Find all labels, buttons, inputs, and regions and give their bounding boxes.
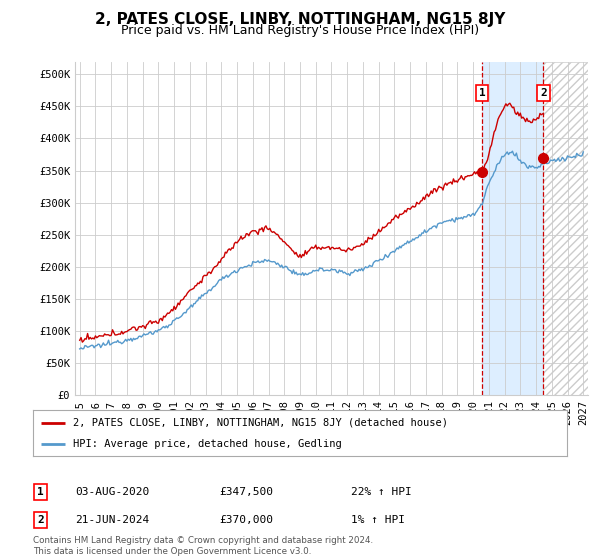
- Text: 22% ↑ HPI: 22% ↑ HPI: [351, 487, 412, 497]
- Text: Contains HM Land Registry data © Crown copyright and database right 2024.
This d: Contains HM Land Registry data © Crown c…: [33, 536, 373, 556]
- Text: 21-JUN-2024: 21-JUN-2024: [75, 515, 149, 525]
- Bar: [482, 62, 544, 395]
- Bar: [544, 62, 588, 395]
- Text: 2: 2: [37, 515, 44, 525]
- Text: HPI: Average price, detached house, Gedling: HPI: Average price, detached house, Gedl…: [73, 439, 342, 449]
- Text: 2, PATES CLOSE, LINBY, NOTTINGHAM, NG15 8JY: 2, PATES CLOSE, LINBY, NOTTINGHAM, NG15 …: [95, 12, 505, 27]
- Text: £347,500: £347,500: [219, 487, 273, 497]
- Text: 1: 1: [479, 88, 485, 98]
- Text: Price paid vs. HM Land Registry's House Price Index (HPI): Price paid vs. HM Land Registry's House …: [121, 24, 479, 37]
- Text: 2, PATES CLOSE, LINBY, NOTTINGHAM, NG15 8JY (detached house): 2, PATES CLOSE, LINBY, NOTTINGHAM, NG15 …: [73, 418, 448, 428]
- Text: 1: 1: [37, 487, 44, 497]
- Text: 03-AUG-2020: 03-AUG-2020: [75, 487, 149, 497]
- Text: £370,000: £370,000: [219, 515, 273, 525]
- Text: 1% ↑ HPI: 1% ↑ HPI: [351, 515, 405, 525]
- Text: 2: 2: [540, 88, 547, 98]
